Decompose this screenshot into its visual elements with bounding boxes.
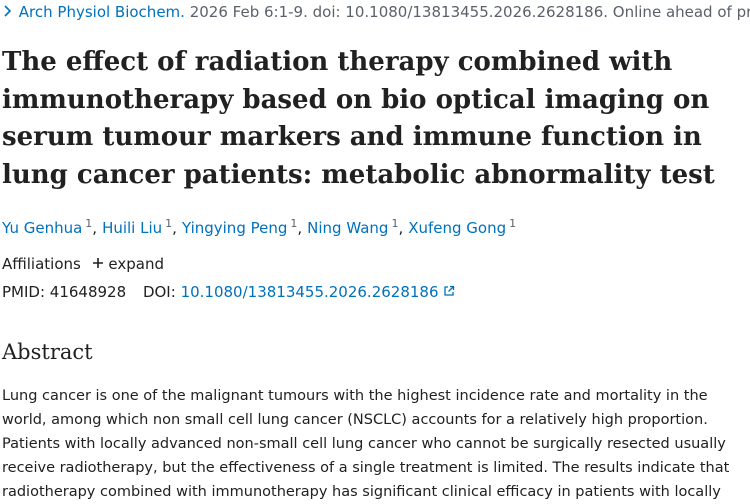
citation-details: 2026 Feb 6:1-9. doi: 10.1080/13813455.20…	[189, 3, 750, 21]
pmid: 41648928	[49, 283, 127, 301]
affiliation-number: 1	[290, 217, 298, 230]
author-link[interactable]: Xufeng Gong	[408, 219, 507, 237]
authors: Yu Genhua 1, Huili Liu 1, Yingying Peng 1, Nin…	[2, 217, 516, 237]
article-title: The effect of radiation therapy combined…	[2, 47, 715, 190]
doi-label: DOI:	[142, 283, 176, 301]
plus-icon	[92, 258, 103, 268]
affiliation-number: 1	[391, 217, 399, 230]
affiliation-number: 1	[165, 217, 173, 230]
external-link-icon	[444, 285, 455, 296]
author-separator: ,	[92, 219, 98, 237]
affiliations-label: Affiliations	[2, 255, 81, 273]
identifiers: PMID: 41648928 DOI: 10.1080/13813455.202…	[2, 283, 455, 301]
abstract-text: Lung cancer is one of the malignant tumo…	[2, 388, 730, 500]
pmid-label: PMID:	[2, 283, 46, 301]
expand-label: expand	[108, 255, 164, 273]
affiliation-number: 1	[509, 217, 517, 230]
author-separator: ,	[172, 219, 177, 237]
expand-toggle[interactable]: expand	[92, 255, 164, 273]
author-link[interactable]: Yingying Peng	[181, 219, 288, 237]
journal-link[interactable]: Arch Physiol Biochem.	[18, 3, 185, 21]
author-separator: ,	[398, 219, 404, 237]
affiliations: Affiliations expand	[2, 255, 164, 273]
abstract-heading: Abstract	[2, 340, 93, 364]
author-link[interactable]: Ning Wang	[307, 219, 389, 237]
citation: Arch Physiol Biochem. 2026 Feb 6:1-9. do…	[2, 3, 750, 21]
affiliation-number: 1	[85, 217, 93, 230]
doi-link[interactable]: 10.1080/13813455.2026.2628186	[180, 283, 439, 301]
author-link[interactable]: Huili Liu	[102, 219, 163, 237]
author-link[interactable]: Yu Genhua	[2, 219, 83, 237]
author-separator: ,	[297, 219, 303, 237]
chevron-icon	[4, 5, 12, 17]
